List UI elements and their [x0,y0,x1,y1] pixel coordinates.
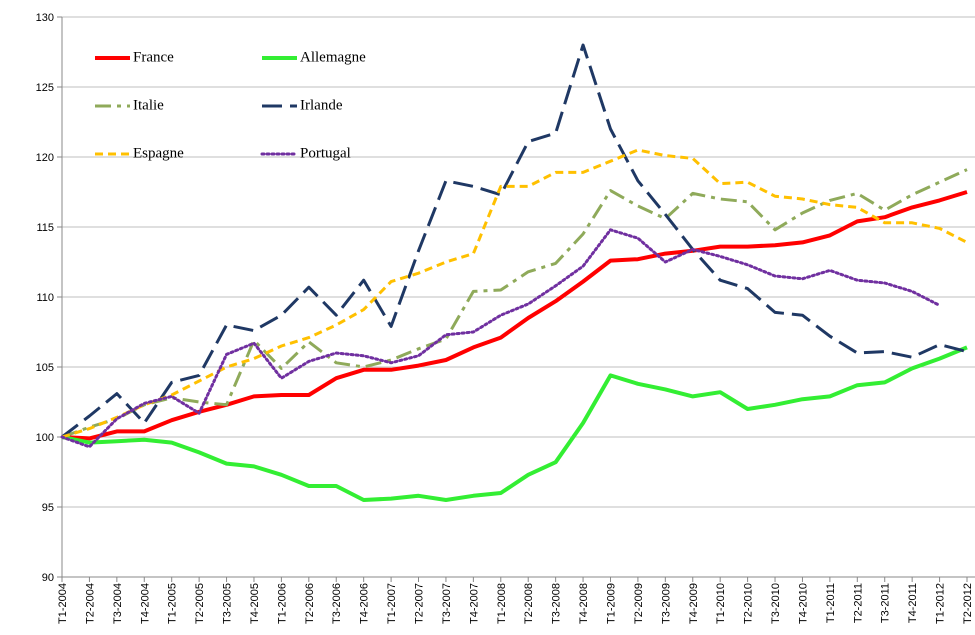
x-tick-label: T4-2008 [578,583,590,624]
series-line [61,190,968,441]
x-tick-label: T4-2004 [139,583,151,624]
x-tick-label: T1-2005 [167,583,179,624]
y-tick-label: 115 [36,222,54,234]
x-tick-label: T1-2010 [715,583,727,624]
series-line [61,148,968,439]
legend-label: Portugal [300,145,351,161]
x-tick-label: T4-2007 [468,583,480,624]
x-tick-label: T3-2004 [112,583,124,624]
y-tick-label: 100 [36,432,54,444]
series-line [61,345,968,502]
legend-label: Espagne [133,145,184,161]
legend-label: France [133,49,174,65]
x-tick-label: T1-2011 [825,583,837,623]
series-line [61,168,968,439]
x-tick-label: T2-2009 [633,583,645,624]
x-tick-label: T4-2006 [359,583,371,624]
x-tick-label: T2-2006 [304,583,316,624]
x-tick-label: T3-2009 [660,583,672,624]
x-tick-label: T2-2010 [743,583,755,624]
x-tick-label: T4-2005 [249,583,261,624]
x-tick-label: T2-2011 [852,583,864,623]
x-tick-label: T1-2006 [276,583,288,624]
x-tick-label: T3-2008 [551,583,563,624]
legend-label: Irlande [300,97,343,113]
y-tick-label: 125 [36,82,54,94]
y-tick-label: 90 [42,572,54,584]
x-tick-label: T3-2005 [222,583,234,624]
x-tick-label: T3-2006 [331,583,343,624]
x-tick-label: T2-2008 [523,583,535,624]
y-tick-label: 95 [42,502,54,514]
x-tick-label: T3-2010 [770,583,782,624]
x-tick-label: T1-2009 [605,583,617,624]
x-tick-label: T2-2012 [962,583,974,624]
series-line [61,43,968,439]
x-tick-label: T4-2011 [907,583,919,623]
x-tick-label: T2-2005 [194,583,206,624]
x-tick-label: T1-2012 [935,583,947,624]
y-tick-label: 130 [36,12,54,24]
legend-label: Italie [133,97,164,113]
x-tick-label: T2-2004 [84,583,96,624]
x-tick-label: T1-2004 [57,583,69,624]
x-tick-label: T3-2007 [441,583,453,624]
y-tick-label: 110 [36,292,54,304]
x-tick-label: T4-2010 [797,583,809,624]
y-tick-label: 120 [36,152,54,164]
x-tick-label: T1-2008 [496,583,508,624]
legend-label: Allemagne [300,49,366,65]
x-tick-label: T4-2009 [688,583,700,624]
x-tick-label: T1-2007 [386,583,398,624]
series-line [60,228,942,449]
x-tick-label: T3-2011 [880,583,892,623]
y-tick-label: 105 [36,362,54,374]
x-tick-label: T2-2007 [414,583,426,624]
